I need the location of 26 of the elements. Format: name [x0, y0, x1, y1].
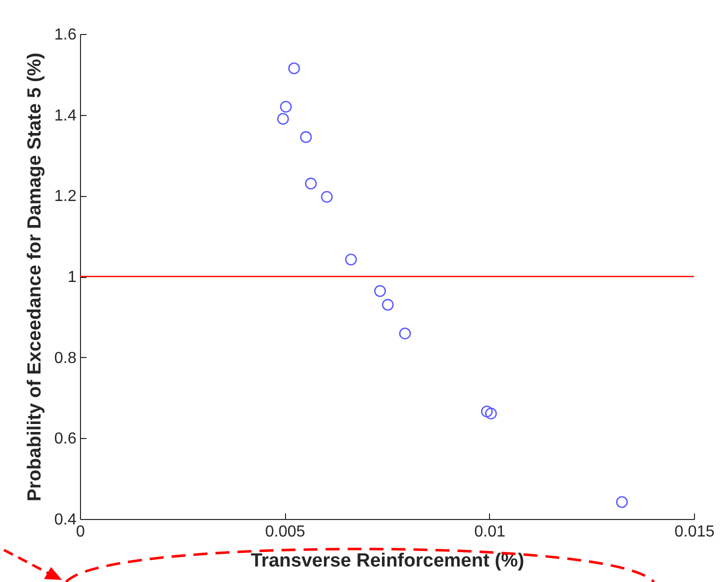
point — [616, 496, 628, 508]
y-tick-label: 1.4 — [54, 107, 77, 124]
point — [382, 298, 394, 311]
y-tick-label: 0.4 — [54, 512, 77, 528]
y-tick-label: 1.6 — [54, 26, 77, 44]
x-tick-label: 0 — [76, 524, 86, 540]
point — [288, 62, 300, 74]
x-tick-label: 0.005 — [265, 524, 306, 540]
point — [374, 285, 386, 297]
y-axis-title: Probability of Exceedance for Damage State 5 (%) — [24, 52, 46, 502]
point — [480, 406, 493, 418]
point — [304, 178, 317, 190]
y-tick-label: 0.8 — [54, 350, 77, 367]
x-tick-label: 0.01 — [474, 524, 506, 540]
point — [300, 131, 312, 143]
y-tick-label: 1.2 — [54, 188, 77, 206]
point — [277, 112, 289, 125]
y-tick-label: 0.6 — [54, 430, 77, 448]
point — [280, 100, 292, 113]
y-tick-label: 1 — [68, 269, 77, 286]
point — [399, 328, 411, 340]
point — [485, 408, 497, 420]
point — [345, 254, 357, 266]
x-tick-label: 0.015 — [674, 524, 715, 540]
x-axis-title: Transverse Reinforcement (%) — [250, 550, 524, 572]
point — [320, 190, 333, 203]
